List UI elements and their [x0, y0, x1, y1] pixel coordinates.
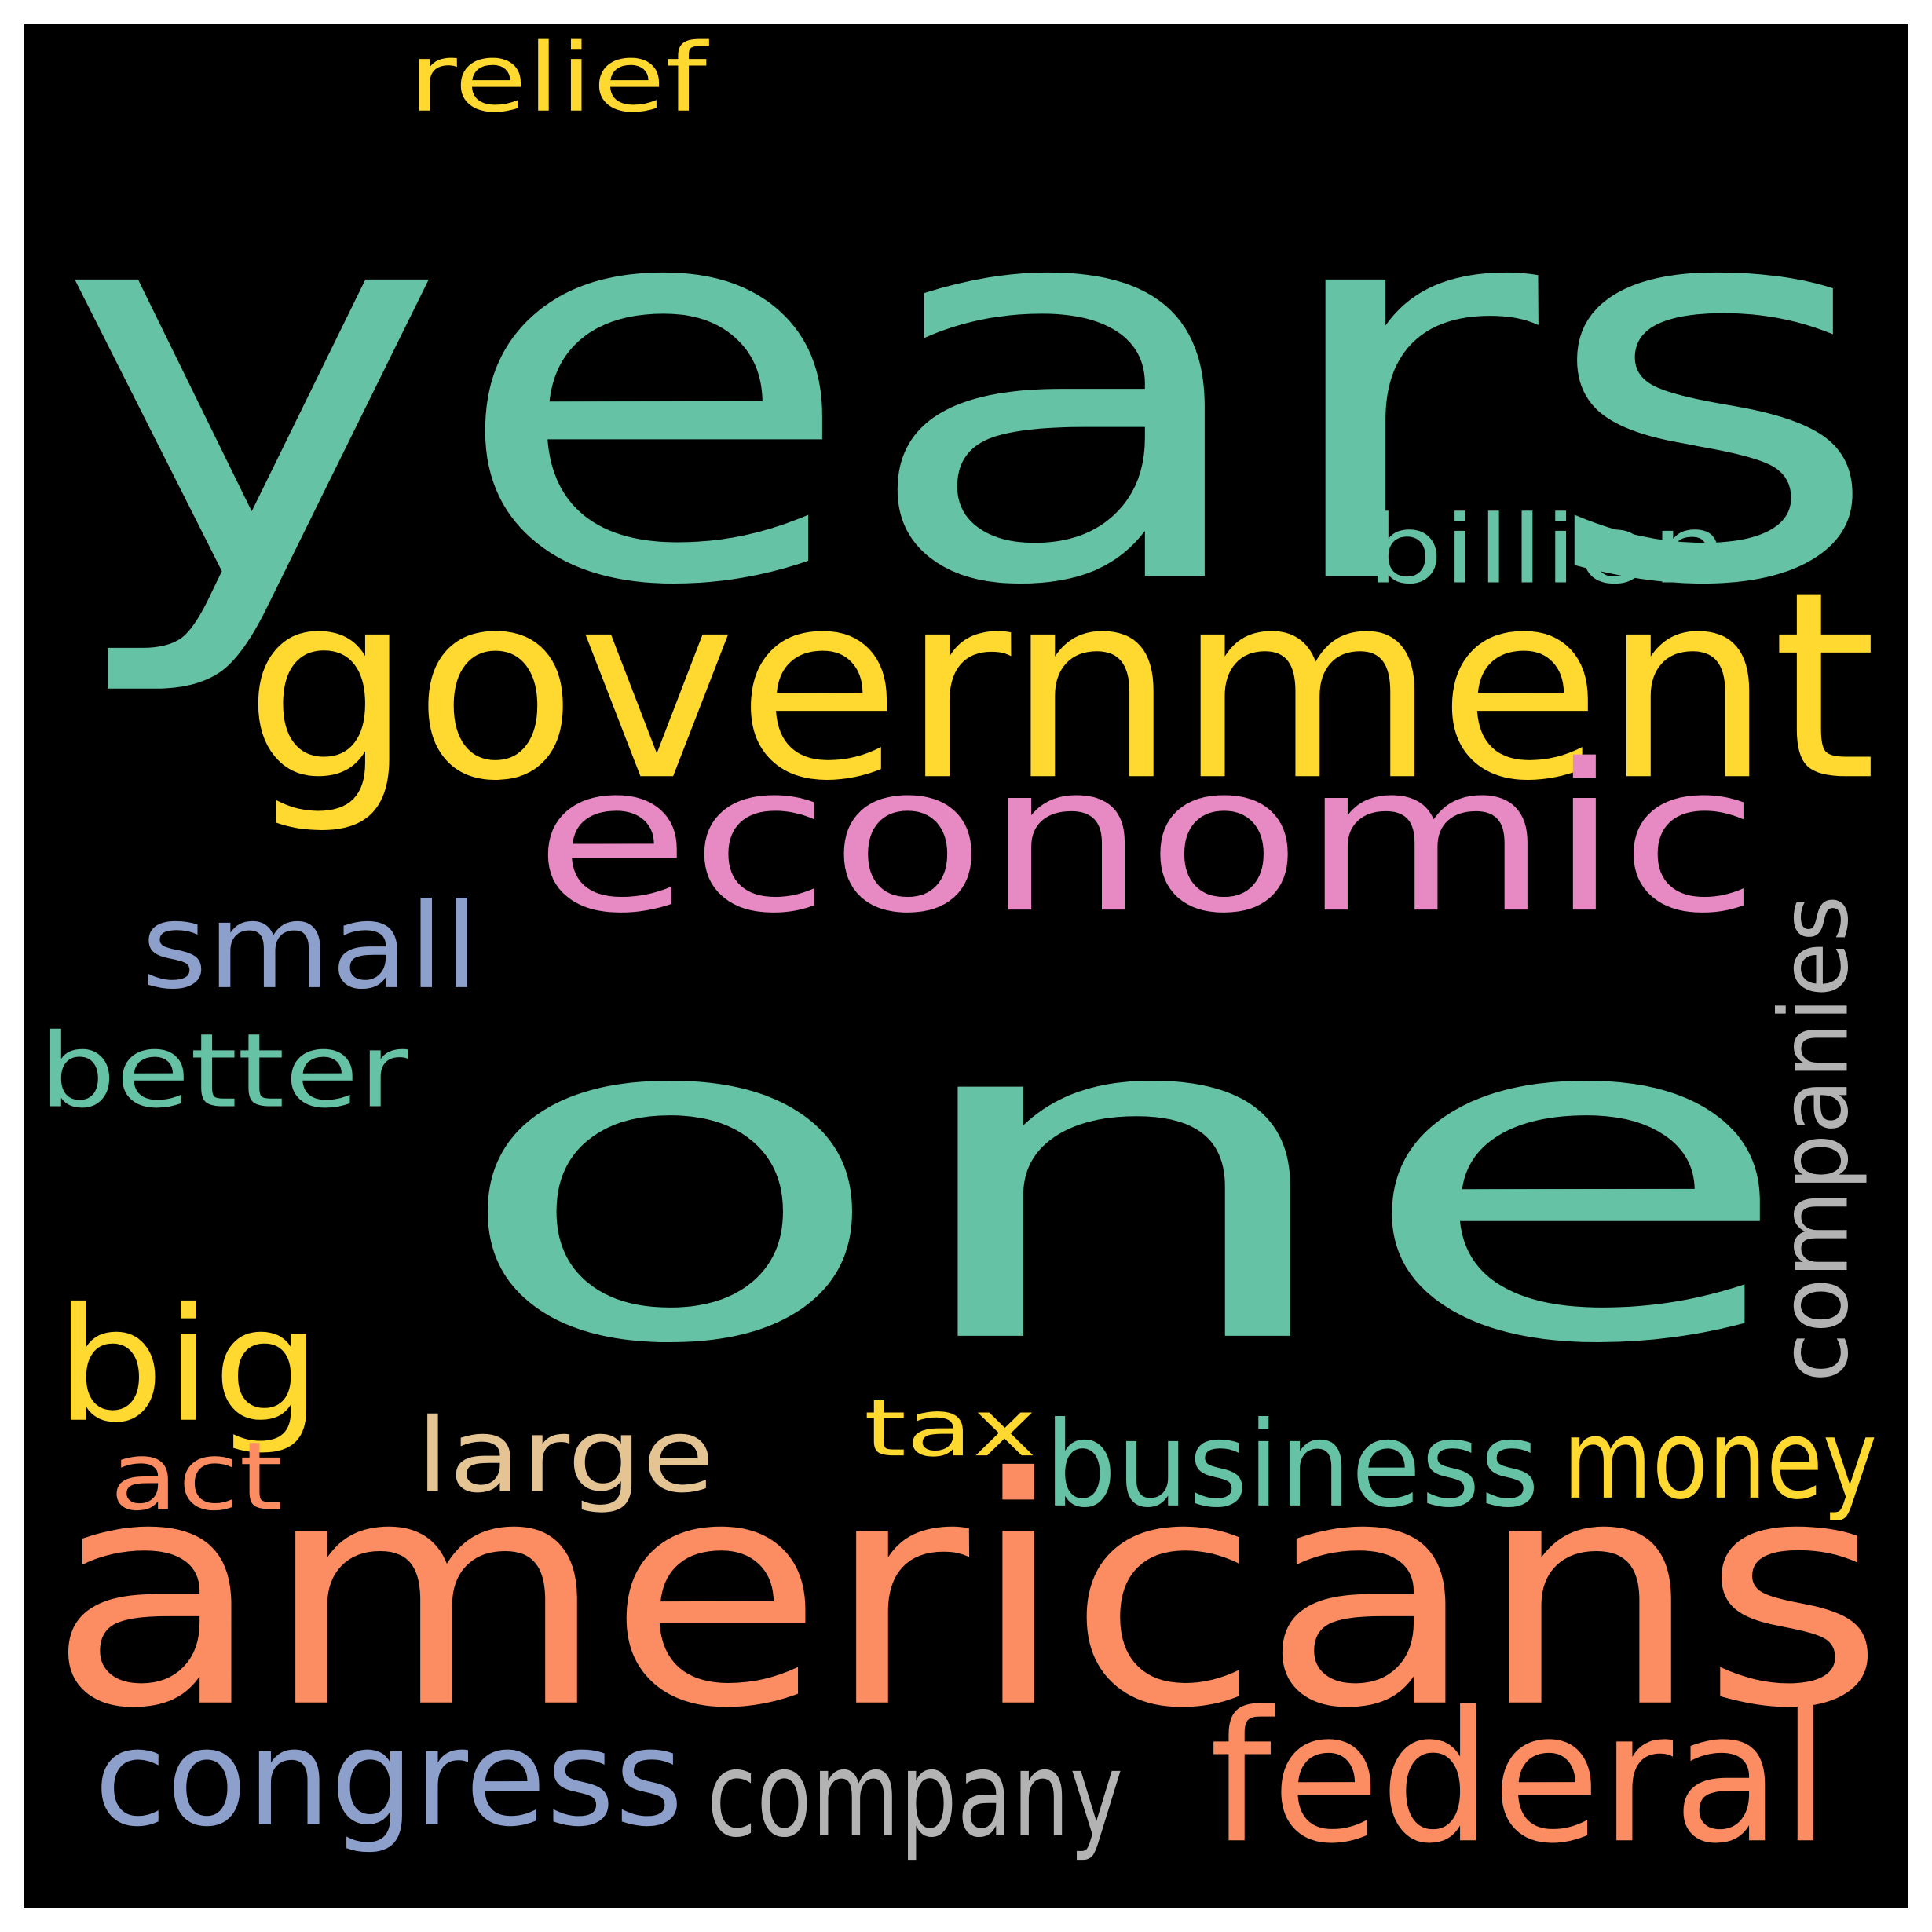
word-relief: relief	[408, 24, 707, 134]
word-tax: tax	[864, 1383, 1037, 1475]
word-one: one	[448, 913, 1798, 1444]
word-years: years	[55, 72, 1885, 704]
word-americans: americans	[47, 1411, 1885, 1777]
word-congress: congress	[94, 1701, 683, 1857]
word-government: government	[243, 536, 1877, 838]
word-company: company	[707, 1725, 1123, 1864]
word-billion: billion	[1367, 495, 1728, 605]
word-money: money	[1563, 1396, 1877, 1524]
word-big: big	[55, 1275, 323, 1458]
word-act: act	[110, 1422, 283, 1531]
word-small: small	[141, 877, 479, 1015]
word-large: large	[416, 1396, 715, 1517]
word-business: business	[1045, 1396, 1539, 1534]
word-cloud: years one government americans economic …	[24, 24, 1908, 1908]
word-companies: companies	[1759, 895, 1869, 1382]
word-better: better	[39, 1012, 408, 1132]
word-economic: economic	[534, 721, 1759, 959]
word-federal: federal	[1209, 1673, 1830, 1884]
